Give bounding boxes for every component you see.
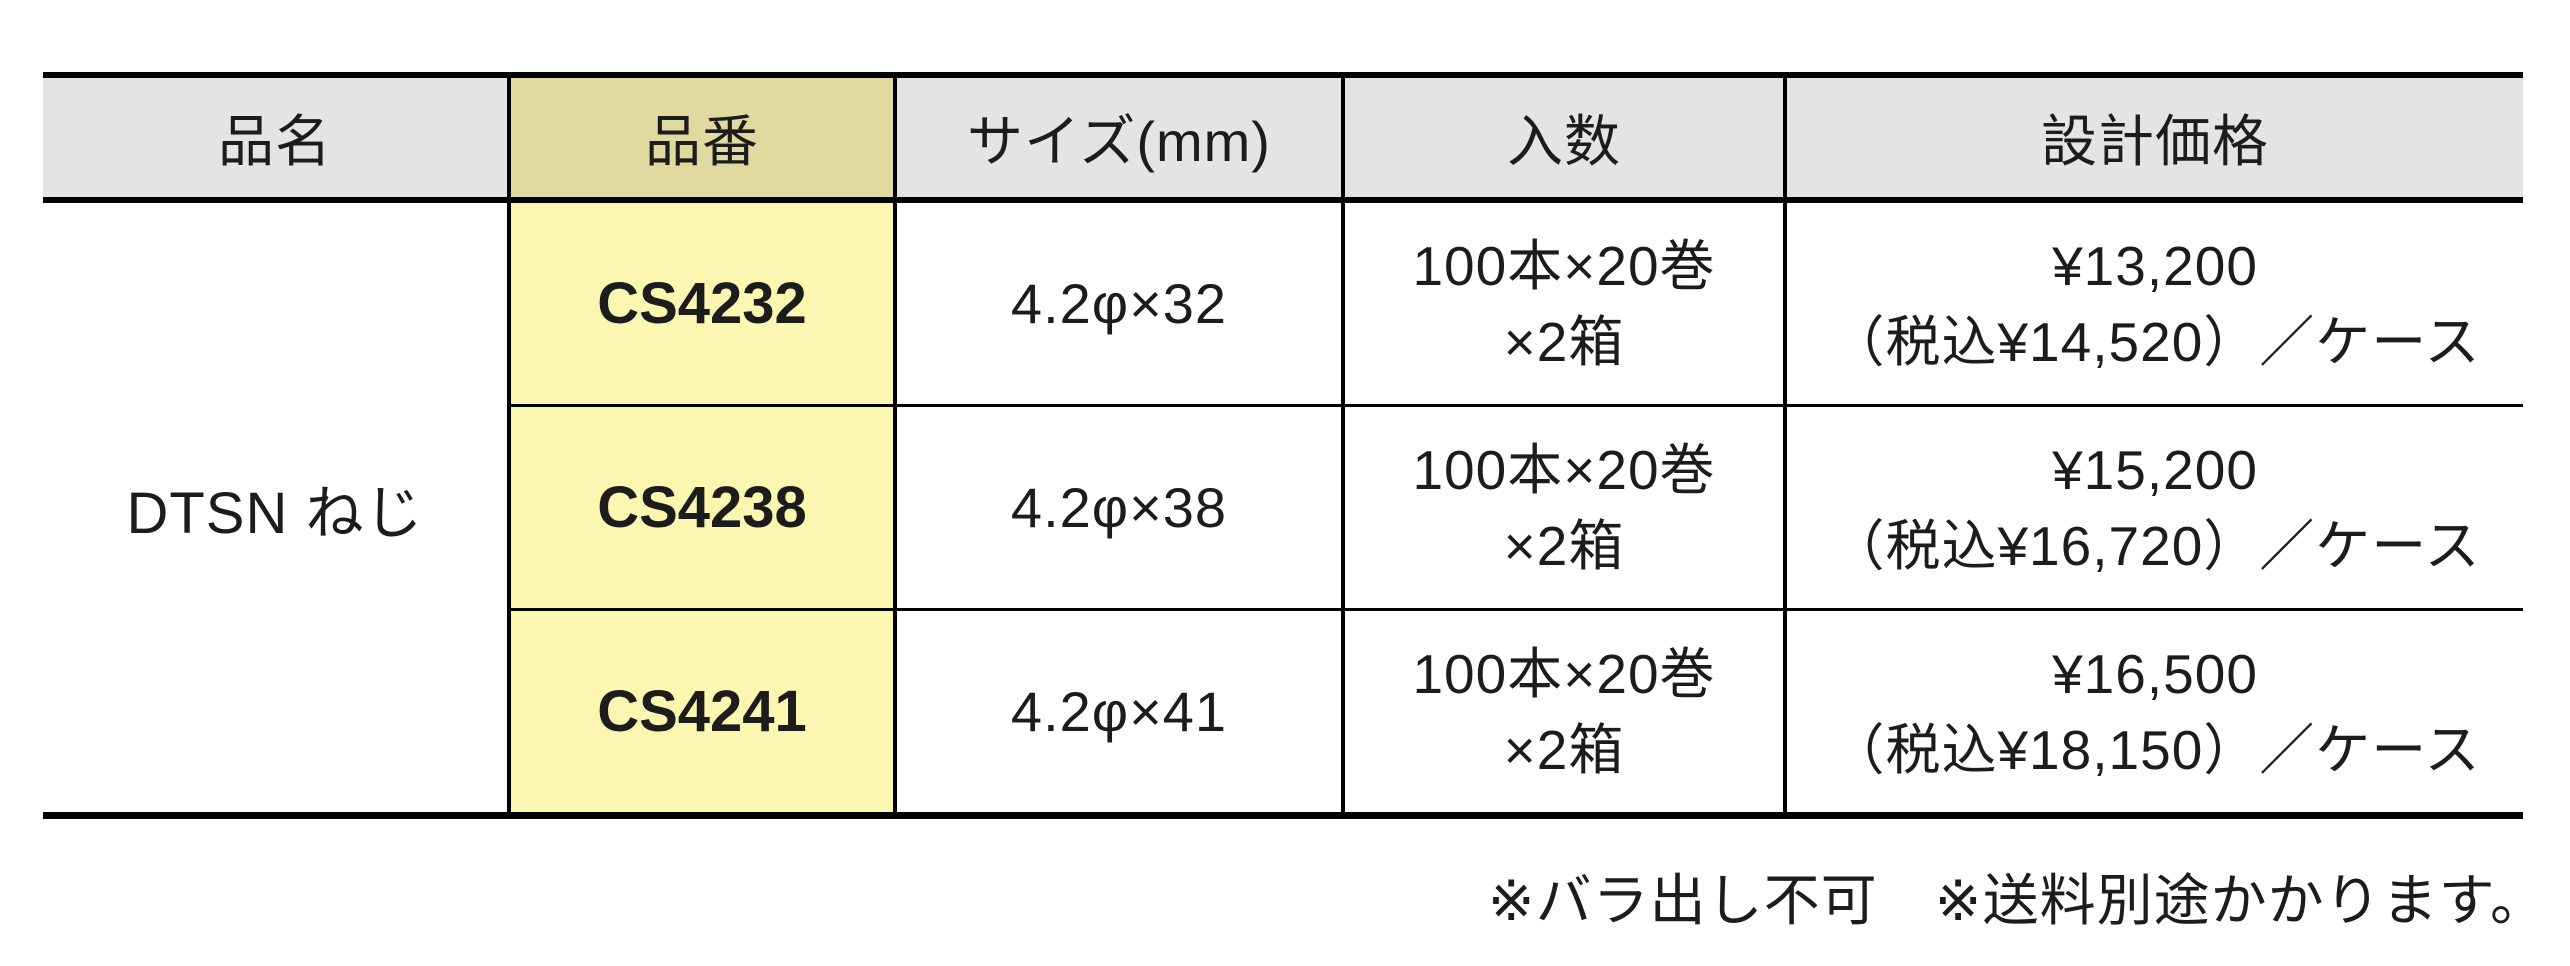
quantity-line-2: ×2箱 bbox=[1503, 514, 1625, 577]
quantity-line-1: 100本×20巻 bbox=[1412, 438, 1716, 501]
col-header-price: 設計価格 bbox=[1783, 75, 2523, 203]
quantity-line-1: 100本×20巻 bbox=[1412, 234, 1716, 297]
quantity-cell: 100本×20巻 ×2箱 bbox=[1341, 609, 1785, 816]
part-number-cell: CS4241 bbox=[507, 609, 895, 816]
product-price-table: 品名 品番 サイズ(mm) 入数 設計価格 DTSN ねじ CS4232 4.2… bbox=[43, 72, 2523, 819]
size-cell: 4.2φ×32 bbox=[893, 200, 1343, 407]
quantity-line-1: 100本×20巻 bbox=[1412, 642, 1716, 705]
part-number-cell: CS4238 bbox=[507, 405, 895, 611]
quantity-cell: 100本×20巻 ×2箱 bbox=[1341, 405, 1785, 611]
price-line-1: ¥16,500 bbox=[2052, 642, 2258, 705]
price-line-2: （税込¥18,150）／ケース bbox=[1829, 718, 2481, 781]
header-row: 品名 品番 サイズ(mm) 入数 設計価格 bbox=[43, 75, 2523, 203]
col-header-product-name: 品名 bbox=[43, 75, 509, 203]
col-header-size: サイズ(mm) bbox=[893, 75, 1343, 203]
quantity-line-2: ×2箱 bbox=[1503, 310, 1625, 373]
price-line-1: ¥15,200 bbox=[2052, 438, 2258, 501]
size-cell: 4.2φ×41 bbox=[893, 609, 1343, 816]
table-row: CS4238 4.2φ×38 100本×20巻 ×2箱 ¥15,200 （税込¥… bbox=[43, 405, 2523, 611]
product-name-cell: DTSN ねじ bbox=[43, 200, 509, 816]
col-header-part-number: 品番 bbox=[507, 75, 895, 203]
price-line-1: ¥13,200 bbox=[2052, 234, 2258, 297]
col-header-quantity: 入数 bbox=[1341, 75, 1785, 203]
quantity-line-2: ×2箱 bbox=[1503, 718, 1625, 781]
price-cell: ¥13,200 （税込¥14,520）／ケース bbox=[1783, 200, 2523, 407]
part-number-cell: CS4232 bbox=[507, 200, 895, 407]
table-row: DTSN ねじ CS4232 4.2φ×32 100本×20巻 ×2箱 ¥13,… bbox=[43, 200, 2523, 816]
size-cell: 4.2φ×38 bbox=[893, 405, 1343, 611]
quantity-cell: 100本×20巻 ×2箱 bbox=[1341, 200, 1785, 407]
table-row: CS4241 4.2φ×41 100本×20巻 ×2箱 ¥16,500 （税込¥… bbox=[43, 609, 2523, 816]
footnote: ※バラ出し不可 ※送料別途かかります。 bbox=[1487, 869, 2547, 932]
price-line-2: （税込¥16,720）／ケース bbox=[1829, 514, 2481, 577]
price-line-2: （税込¥14,520）／ケース bbox=[1829, 310, 2481, 373]
price-cell: ¥16,500 （税込¥18,150）／ケース bbox=[1783, 609, 2523, 816]
price-cell: ¥15,200 （税込¥16,720）／ケース bbox=[1783, 405, 2523, 611]
